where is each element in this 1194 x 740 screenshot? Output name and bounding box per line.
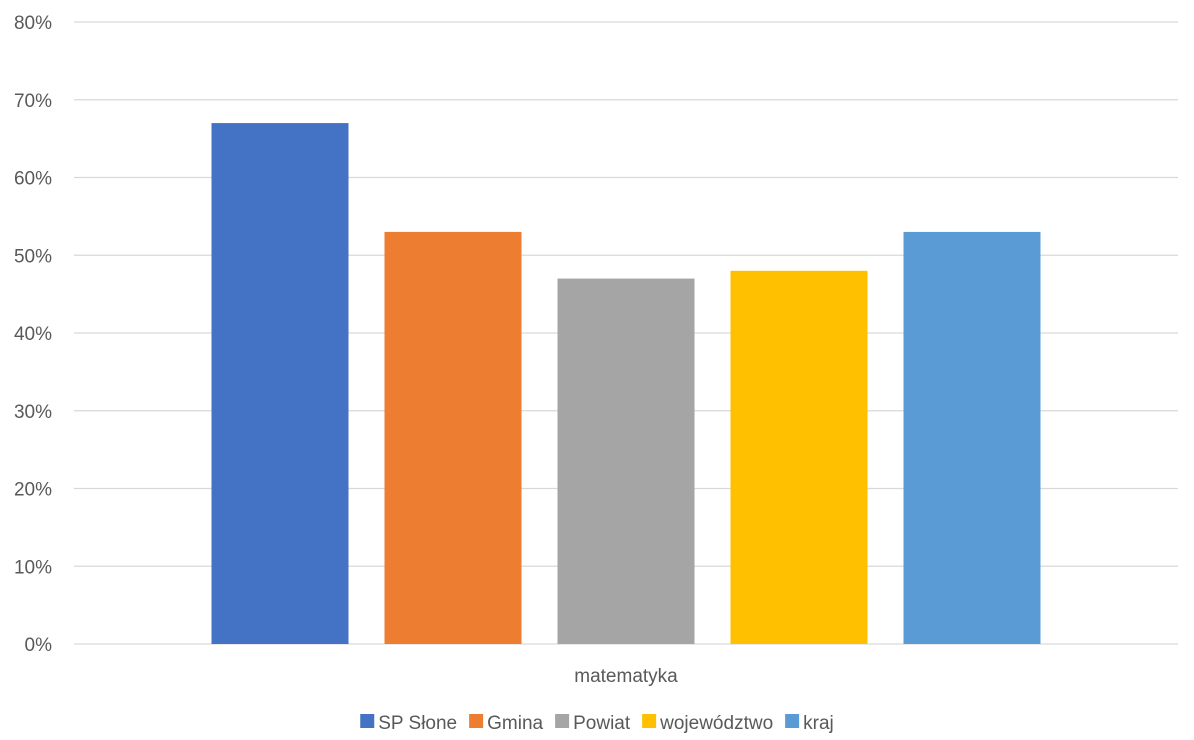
legend-item: SP Słone xyxy=(360,713,457,734)
legend-label: Powiat xyxy=(573,713,631,734)
bar-województwo xyxy=(730,270,868,644)
legend-swatch xyxy=(642,714,657,728)
legend-label: województwo xyxy=(659,713,773,734)
legend-label: SP Słone xyxy=(378,713,457,734)
y-axis-ticks: 0% 10% 20% 30% 40% 50% 60% 70% 80% xyxy=(14,13,52,656)
y-tick-label: 20% xyxy=(14,480,52,501)
x-axis-categories: matematyka xyxy=(574,666,678,687)
legend-item: Powiat xyxy=(555,713,631,734)
legend-swatch xyxy=(785,714,800,728)
bars xyxy=(211,123,1041,645)
bar-sp-słone xyxy=(211,123,349,644)
bar-gmina xyxy=(384,231,522,645)
legend-item: kraj xyxy=(785,713,834,734)
y-tick-label: 10% xyxy=(14,557,52,578)
legend: SP Słone Gmina Powiat województwo kraj xyxy=(360,713,834,734)
legend-swatch xyxy=(469,714,484,728)
legend-label: Gmina xyxy=(487,713,543,734)
legend-item: Gmina xyxy=(469,713,544,734)
y-tick-label: 50% xyxy=(14,246,52,267)
y-tick-label: 30% xyxy=(14,402,52,423)
bar-kraj xyxy=(903,231,1041,645)
legend-label: kraj xyxy=(803,713,834,734)
y-tick-label: 70% xyxy=(14,91,52,112)
y-tick-label: 0% xyxy=(25,635,53,656)
legend-item: województwo xyxy=(642,713,773,734)
bar-powiat xyxy=(557,278,695,644)
legend-swatch xyxy=(360,714,375,728)
y-tick-label: 80% xyxy=(14,13,52,34)
y-tick-label: 40% xyxy=(14,324,52,345)
legend-swatch xyxy=(555,714,570,728)
category-label: matematyka xyxy=(574,666,678,687)
y-tick-label: 60% xyxy=(14,169,52,190)
